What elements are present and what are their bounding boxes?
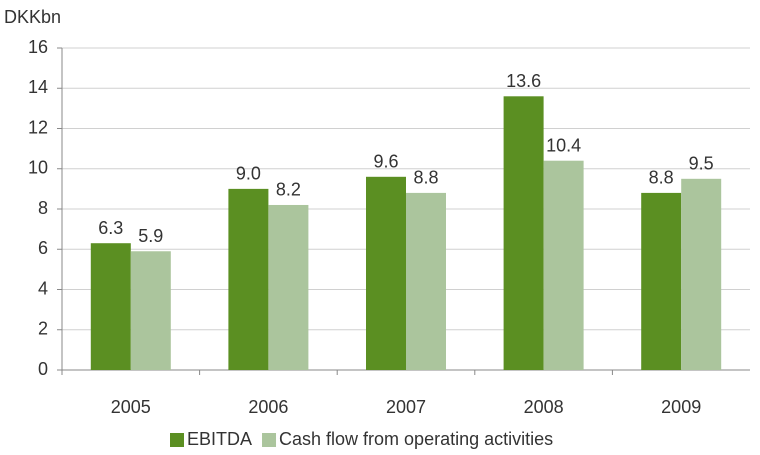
bar <box>406 192 446 370</box>
x-tick-label: 2006 <box>248 397 288 417</box>
data-label: 13.6 <box>506 71 541 91</box>
y-tick-label: 14 <box>28 77 48 97</box>
x-tick-label: 2009 <box>661 397 701 417</box>
data-label: 9.0 <box>236 164 261 184</box>
y-tick-label: 12 <box>28 117 48 137</box>
data-label: 6.3 <box>98 218 123 238</box>
bar <box>90 243 131 370</box>
data-label: 9.6 <box>373 152 398 172</box>
bar <box>268 204 309 370</box>
bar <box>130 251 171 370</box>
y-tick-label: 0 <box>38 359 48 379</box>
bar <box>366 176 406 370</box>
data-label: 5.9 <box>138 226 163 246</box>
bar <box>543 160 584 370</box>
data-label: 8.2 <box>276 180 301 200</box>
y-tick-label: 10 <box>28 158 48 178</box>
x-tick-label: 2007 <box>386 397 426 417</box>
data-label: 9.5 <box>689 154 714 174</box>
y-tick-label: 16 <box>28 37 48 57</box>
bar <box>503 96 544 371</box>
y-tick-label: 8 <box>38 198 48 218</box>
legend-label: EBITDA <box>187 429 252 449</box>
data-label: 8.8 <box>649 168 674 188</box>
data-label: 10.4 <box>546 135 581 155</box>
y-tick-label: 6 <box>38 238 48 258</box>
x-tick-label: 2005 <box>111 397 151 417</box>
bar <box>681 178 722 370</box>
x-tick-label: 2008 <box>524 397 564 417</box>
legend-label: Cash flow from operating activities <box>279 429 553 449</box>
y-tick-label: 2 <box>38 319 48 339</box>
legend-swatch <box>170 433 184 447</box>
y-tick-label: 4 <box>38 278 48 298</box>
data-label: 8.8 <box>413 168 438 188</box>
legend-swatch <box>262 433 277 447</box>
bar <box>641 192 682 370</box>
y-axis-label: DKKbn <box>4 7 61 27</box>
bar <box>228 188 269 370</box>
